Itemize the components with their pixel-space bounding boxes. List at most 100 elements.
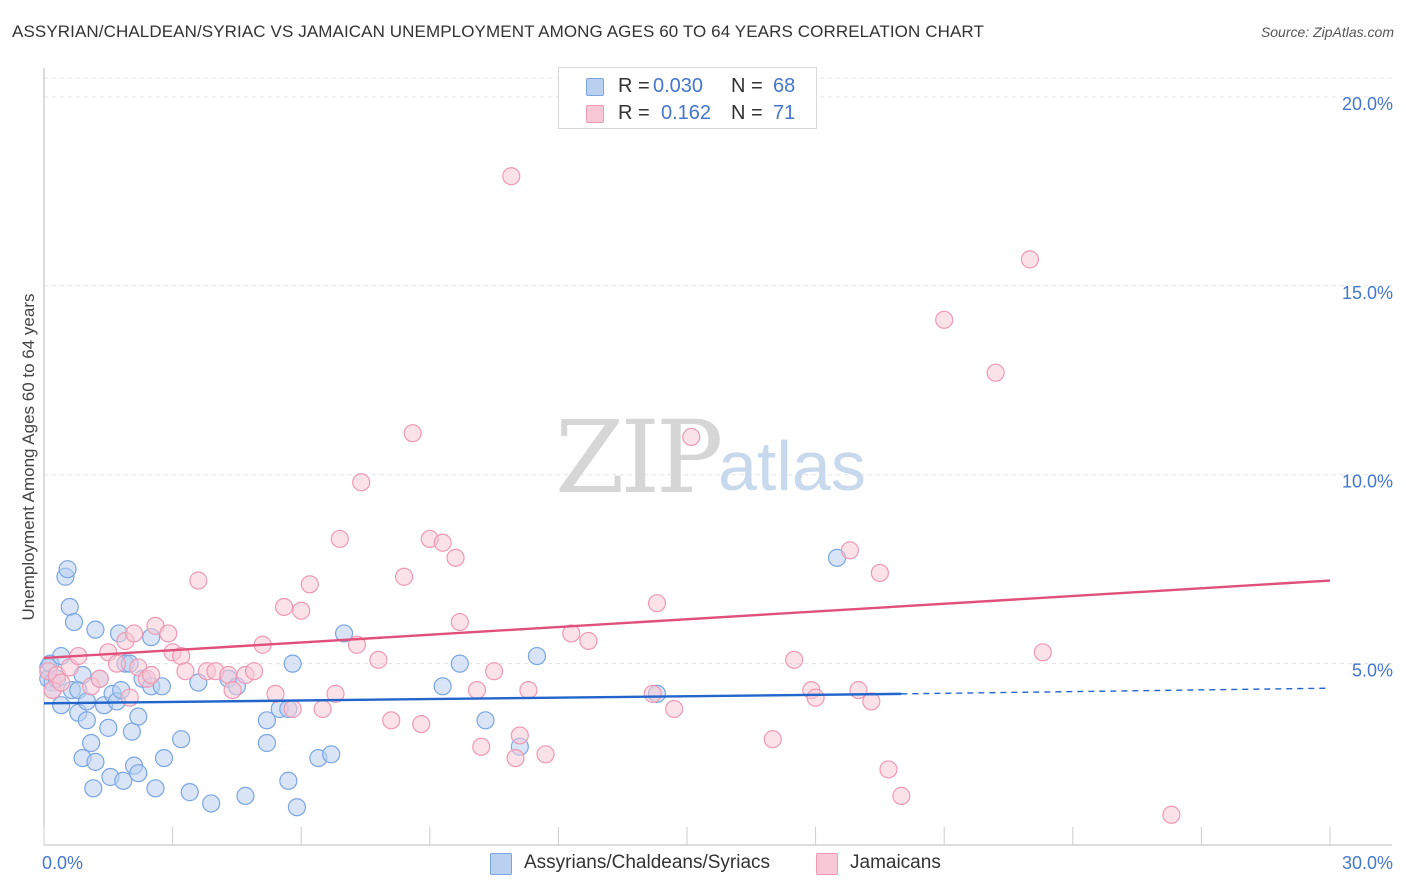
data-point xyxy=(114,771,133,790)
y-tick-label: 10.0% xyxy=(1342,472,1393,492)
data-point xyxy=(450,612,469,632)
y-axis-label: Unemployment Among Ages 60 to 64 years xyxy=(19,294,38,621)
data-point xyxy=(403,424,422,443)
data-point xyxy=(279,771,298,790)
data-point xyxy=(472,737,491,756)
data-point xyxy=(159,624,178,643)
data-point xyxy=(892,786,911,805)
data-point xyxy=(510,726,529,745)
data-point xyxy=(77,711,96,730)
n-value: 68 xyxy=(773,75,796,97)
data-point xyxy=(64,612,84,632)
data-point xyxy=(1162,805,1181,824)
data-point xyxy=(446,548,465,567)
data-point xyxy=(519,680,538,700)
x-tick-label-min: 0.0% xyxy=(42,853,83,873)
data-point xyxy=(485,662,504,681)
data-point xyxy=(244,662,264,681)
data-point xyxy=(785,650,804,669)
data-point xyxy=(223,680,242,700)
jamaicans-swatch xyxy=(816,853,838,875)
data-point xyxy=(77,692,96,711)
data-point xyxy=(129,707,148,726)
stats-row-assyrians: R = 0.030 N = 68 xyxy=(559,73,816,101)
r-label: R = xyxy=(618,75,650,97)
data-point xyxy=(334,624,354,643)
y-tick-label: 20.0% xyxy=(1342,94,1393,114)
data-point xyxy=(82,733,101,753)
data-point xyxy=(142,665,161,685)
data-point xyxy=(257,711,277,730)
data-point xyxy=(219,665,238,685)
data-point xyxy=(330,529,349,549)
data-point xyxy=(152,677,171,696)
data-point xyxy=(935,310,954,329)
jamaicans-swatch xyxy=(586,105,604,123)
data-point xyxy=(682,427,701,447)
trend-line-assyrians xyxy=(43,692,902,705)
x-tick-label-max: 30.0% xyxy=(1342,853,1393,873)
y-tick-label: 15.0% xyxy=(1342,283,1393,303)
data-point xyxy=(99,718,118,737)
data-point xyxy=(665,699,684,719)
data-point xyxy=(1020,250,1040,269)
data-point xyxy=(129,764,148,783)
data-point xyxy=(536,745,555,764)
data-point xyxy=(840,541,859,560)
data-point xyxy=(450,654,469,673)
data-point xyxy=(986,363,1005,382)
assyrians-swatch xyxy=(490,853,512,875)
watermark-atlas: atlas xyxy=(718,427,866,505)
trend-lines xyxy=(43,579,1331,705)
series-jamaicans-points xyxy=(39,167,1181,824)
data-point xyxy=(433,533,452,552)
data-point xyxy=(257,733,277,753)
n-label: N = xyxy=(731,102,763,124)
y-tick-label: 5.0% xyxy=(1352,661,1393,681)
chart-source: Source: ZipAtlas.com xyxy=(1260,24,1394,40)
data-point xyxy=(502,167,521,186)
data-point xyxy=(467,680,487,700)
data-point xyxy=(154,748,174,768)
chart-title: ASSYRIAN/CHALDEAN/SYRIAC VS JAMAICAN UNE… xyxy=(12,22,984,41)
data-point xyxy=(52,673,71,692)
data-point xyxy=(1033,643,1052,662)
data-point xyxy=(506,748,525,768)
data-point xyxy=(862,692,881,711)
data-point xyxy=(274,597,294,617)
data-point xyxy=(643,684,662,703)
data-point xyxy=(283,654,302,673)
data-point xyxy=(326,684,345,703)
legend-label: Assyrians/Chaldeans/Syriacs xyxy=(524,852,771,873)
data-point xyxy=(527,646,547,666)
data-point xyxy=(292,601,311,620)
data-point xyxy=(86,752,105,771)
data-point xyxy=(58,560,77,579)
n-value: 71 xyxy=(773,102,796,124)
data-point xyxy=(283,699,302,719)
data-point xyxy=(287,798,307,817)
data-point xyxy=(122,722,141,741)
r-value: 0.162 xyxy=(661,102,712,124)
data-point xyxy=(52,696,71,715)
data-point xyxy=(107,654,126,673)
data-point xyxy=(870,563,890,583)
data-point xyxy=(562,624,581,643)
data-point xyxy=(176,662,195,681)
data-point xyxy=(382,711,401,730)
r-label: R = xyxy=(618,102,650,124)
data-point xyxy=(647,594,667,613)
data-point xyxy=(369,650,388,669)
axes xyxy=(43,68,1392,846)
data-point xyxy=(189,571,208,590)
data-point xyxy=(172,730,191,749)
stats-row-jamaicans: R = 0.162 N = 71 xyxy=(559,100,816,128)
data-point xyxy=(412,714,431,734)
y-tick-labels: 5.0% 10.0% 15.0% 20.0% xyxy=(1342,94,1393,681)
data-point xyxy=(806,688,825,707)
trend-line-jamaicans xyxy=(43,579,1331,660)
data-point xyxy=(60,597,79,617)
data-point xyxy=(84,779,103,798)
watermark-zip: ZIP xyxy=(555,399,720,516)
